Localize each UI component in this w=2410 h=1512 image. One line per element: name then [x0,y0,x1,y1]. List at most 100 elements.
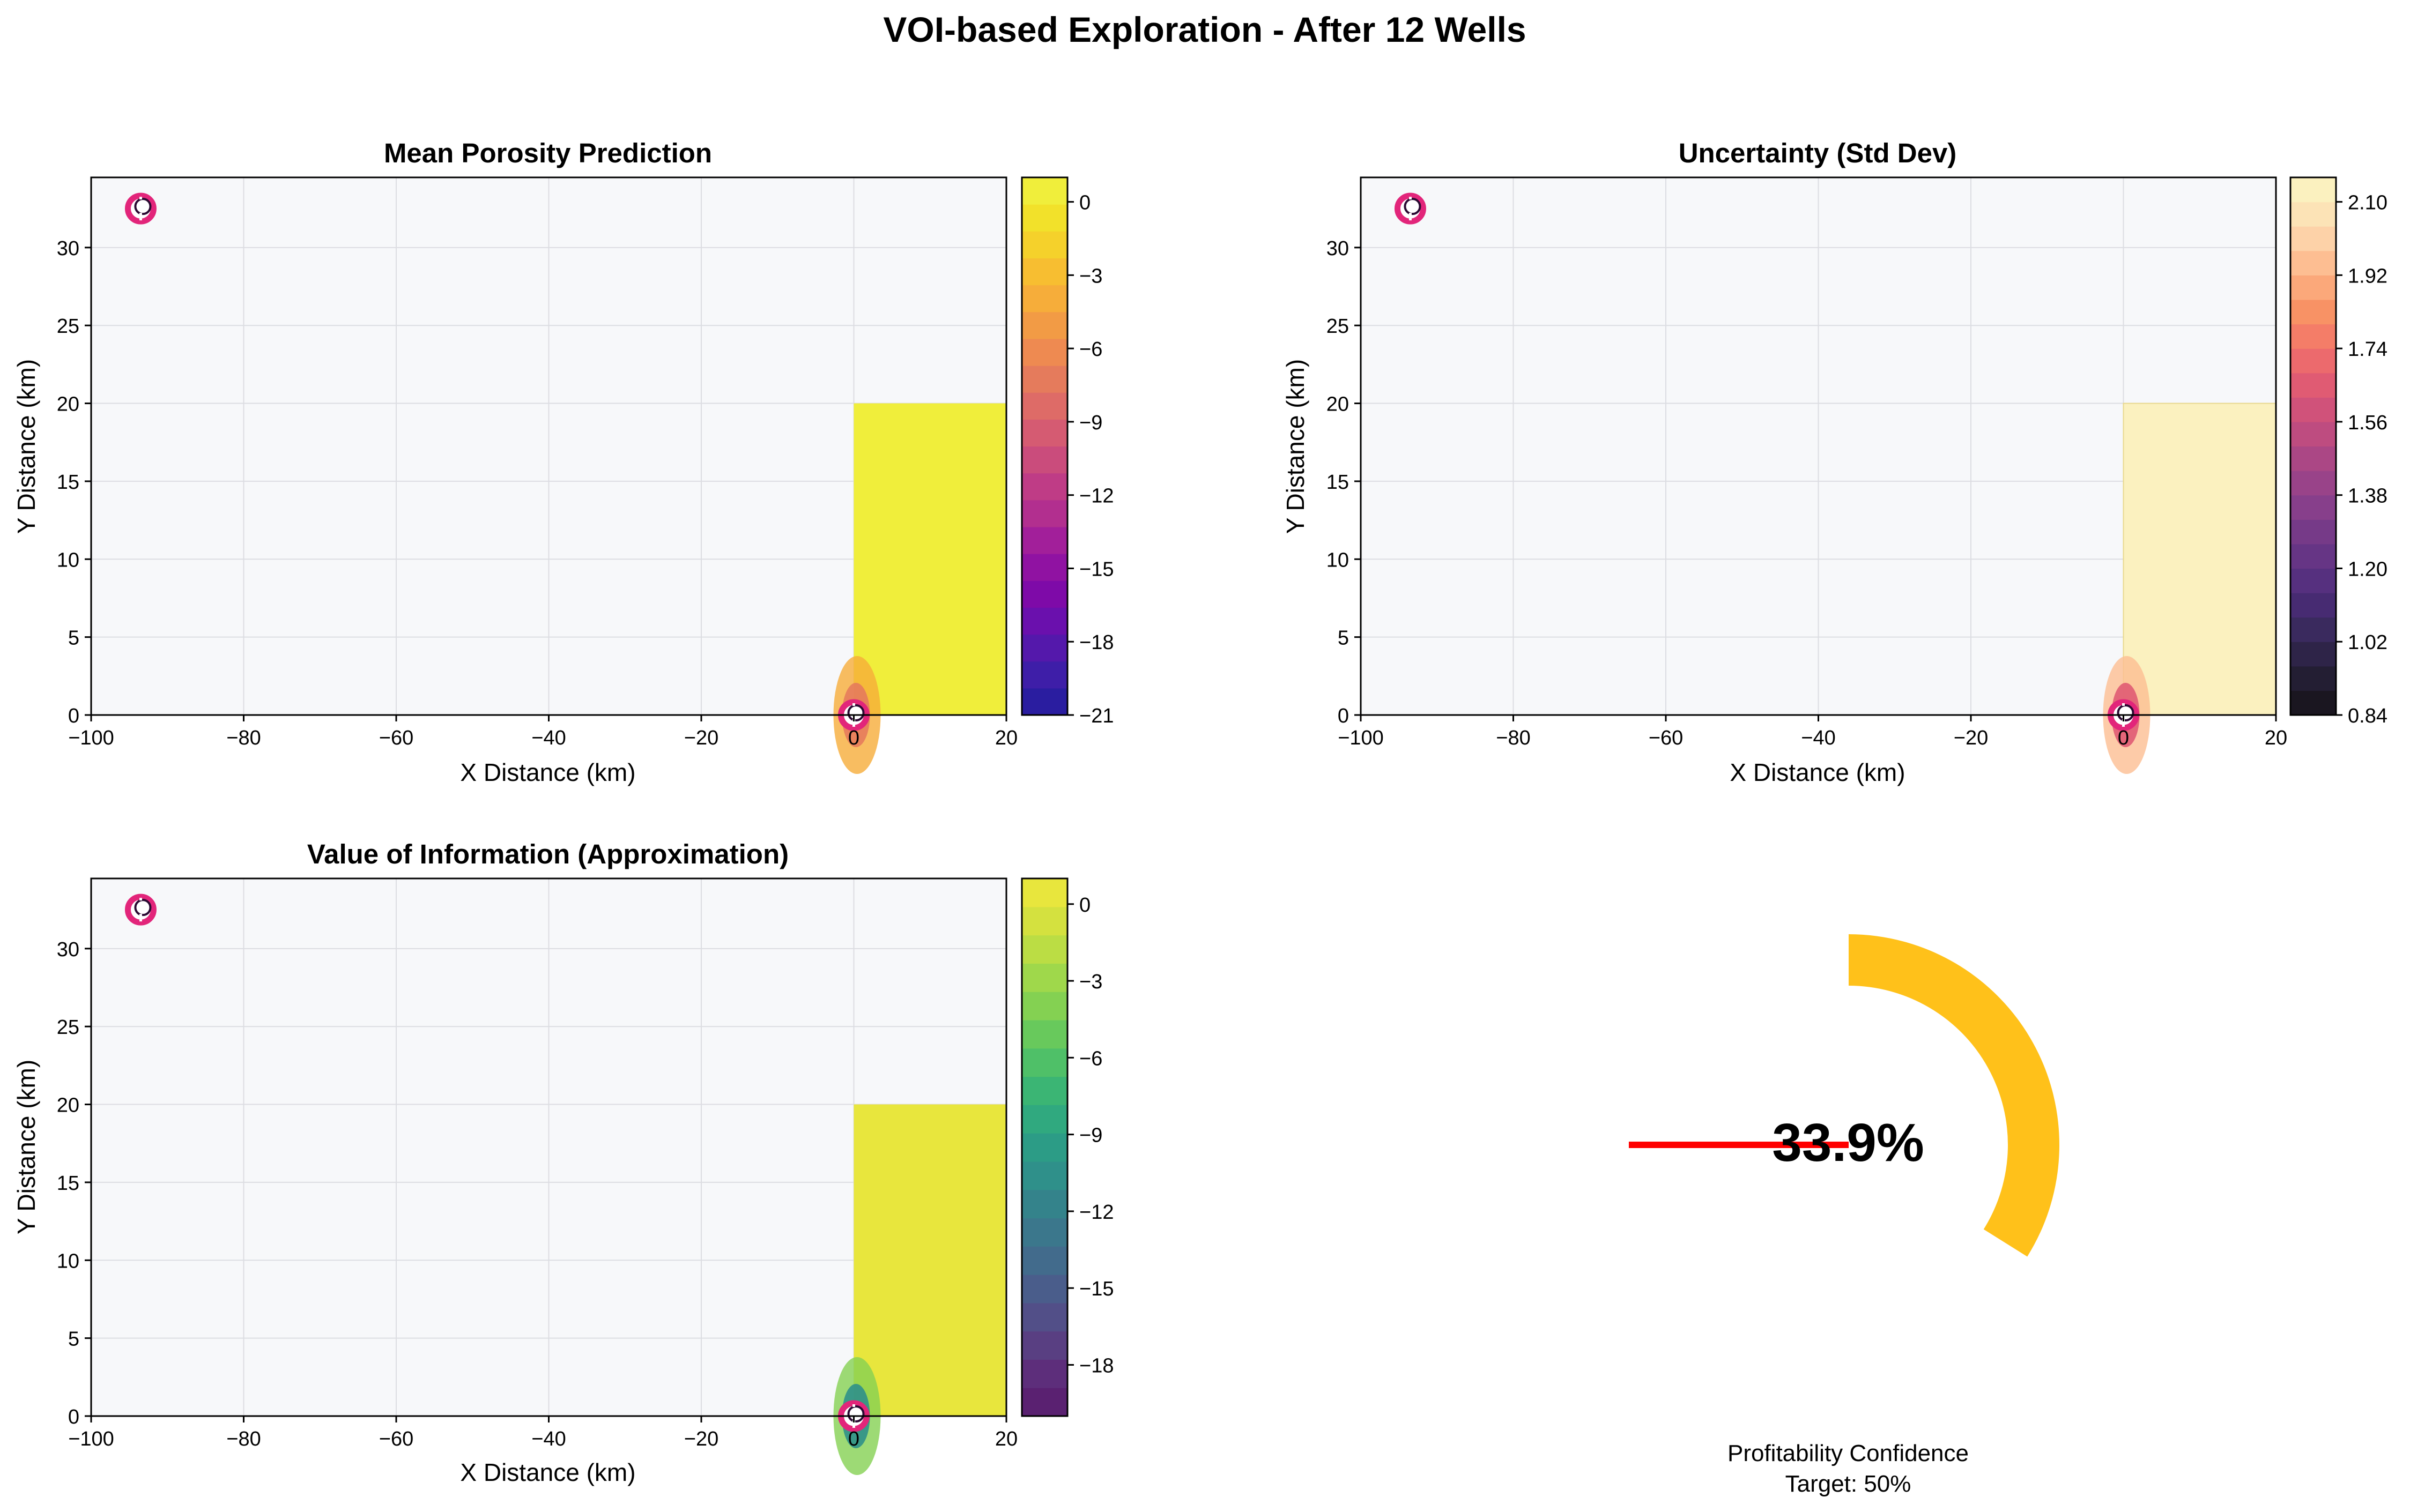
colorbar-band [2290,543,2336,569]
colorbar-tick-label: −9 [1079,1124,1102,1147]
x-tick-label: −60 [1649,727,1683,749]
colorbar-band [1022,906,1067,936]
colorbar-band [1022,500,1067,527]
colorbar-frame [1021,877,1069,1417]
colorbar-band [1022,1105,1067,1134]
y-tick-label: 25 [57,315,79,338]
y-tick-label: 15 [57,1172,79,1195]
data-region [854,1104,1006,1416]
colorbar-band [1022,1218,1067,1247]
x-tick-label: −20 [684,727,718,749]
y-tick-label: 25 [1326,315,1349,338]
colorbar-band [1022,1359,1067,1388]
figure-title: VOI-based Exploration - After 12 Wells [883,10,1526,49]
colorbar-tick-label: 1.92 [2348,265,2387,287]
colorbar-tick-label: −15 [1079,558,1114,580]
colorbar-band [1022,963,1067,992]
colorbar-band [2290,397,2336,422]
gauge-target: Target: 50% [1785,1471,1911,1497]
colorbar-tick-label: 1.38 [2348,485,2387,508]
colorbar-band [2290,471,2336,496]
colorbar-band [2290,177,2336,203]
colorbar-band [1022,607,1067,635]
colorbar-band [2290,568,2336,593]
y-tick-label: 5 [68,627,79,650]
colorbar-tick-label: −15 [1079,1278,1114,1300]
colorbar-band [1022,177,1067,205]
colorbar-band [1022,419,1067,447]
colorbar-tick-label: 0.84 [2348,705,2387,727]
colorbar-tick-label: −9 [1079,412,1102,434]
colorbar-band [1022,661,1067,689]
colorbar-band [1022,338,1067,366]
colorbar-band [2290,275,2336,300]
well-marker [134,198,152,215]
colorbar-tick-label: −6 [1079,1047,1102,1070]
x-tick-label: −60 [379,1428,413,1450]
colorbar-band [2290,299,2336,325]
x-axis-label: X Distance (km) [460,758,635,786]
y-tick-label: 25 [57,1016,79,1039]
colorbar-band [2290,202,2336,227]
colorbar-tick-label: −12 [1079,485,1114,508]
colorbar-band [2290,617,2336,642]
x-tick-label: −20 [684,1428,718,1450]
profitability-gauge: 33.9% Profitability Confidence Target: 5… [1629,934,2060,1497]
x-tick-label: −80 [226,1428,261,1450]
panel-mean-porosity: Mean Porosity Prediction X Distance (km)… [12,138,1114,786]
colorbar-tick-label: 0 [1079,192,1091,214]
x-tick-label: −40 [531,1428,566,1450]
y-tick-label: 0 [68,1406,79,1428]
well-marker [2117,704,2134,721]
panel-value-of-information: Value of Information (Approximation) X D… [12,839,1114,1486]
y-tick-label: 10 [1326,549,1349,571]
colorbar-band [1022,1076,1067,1105]
y-axis-label: Y Distance (km) [12,359,40,534]
y-tick-label: 5 [1338,627,1349,650]
x-tick-label: −40 [1801,727,1835,749]
x-tick-label: 0 [848,1428,859,1450]
y-tick-label: 0 [68,705,79,727]
colorbar-band [1022,366,1067,393]
colorbar-band [2290,495,2336,520]
colorbar-tick-label: −3 [1079,265,1102,287]
colorbar-frame [2289,176,2337,716]
x-tick-label: −40 [531,727,566,749]
x-axis-label: X Distance (km) [460,1458,635,1486]
well-marker [1404,198,1421,215]
colorbar-band [1022,634,1067,662]
colorbar-band [2290,250,2336,275]
colorbar-tick-label: 0 [1079,894,1091,917]
data-region [2123,403,2276,715]
colorbar-band [1022,688,1067,716]
colorbar-tick-label: −18 [1079,631,1114,654]
colorbar-band [2290,690,2336,716]
colorbar-band [1022,473,1067,501]
y-tick-label: 30 [1326,237,1349,260]
panel-uncertainty: Uncertainty (Std Dev) X Distance (km) Y … [1281,138,2387,786]
x-tick-label: 20 [2265,727,2287,749]
colorbar-tick-label: 2.10 [2348,192,2387,214]
gauge-arc [1849,934,2060,1257]
colorbar-band [1022,392,1067,420]
y-tick-label: 5 [68,1328,79,1351]
colorbar-tick-label: −18 [1079,1354,1114,1377]
x-tick-label: −100 [1338,727,1384,749]
x-axis-label: X Distance (km) [1730,758,1905,786]
colorbar-band [1022,526,1067,554]
y-axis-label: Y Distance (km) [1281,359,1309,534]
x-tick-label: −60 [379,727,413,749]
x-tick-label: −20 [1954,727,1988,749]
colorbar-band [1022,1275,1067,1304]
colorbar-band [1022,285,1067,312]
x-tick-label: −100 [68,727,114,749]
gauge-value: 33.9% [1772,1113,1924,1173]
y-tick-label: 30 [57,939,79,961]
x-tick-label: −80 [226,727,261,749]
colorbar-band [2290,519,2336,545]
colorbar-band [1022,1302,1067,1332]
y-tick-label: 15 [1326,471,1349,494]
colorbar-tick-label: 1.56 [2348,412,2387,434]
colorbar-band [2290,226,2336,251]
